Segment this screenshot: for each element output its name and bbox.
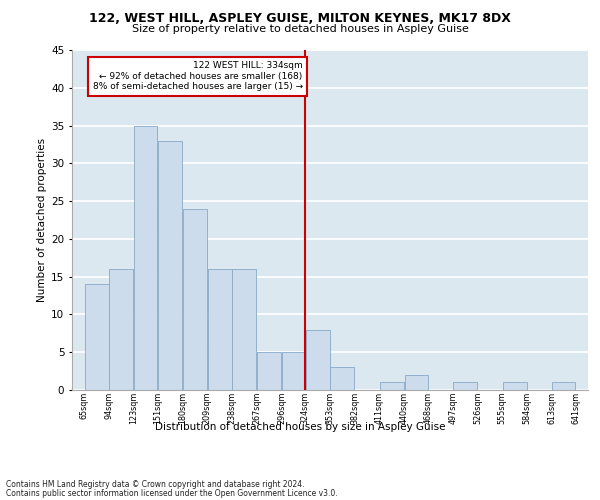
Bar [331, 368, 355, 390]
Text: 122, WEST HILL, ASPLEY GUISE, MILTON KEYNES, MK17 8DX: 122, WEST HILL, ASPLEY GUISE, MILTON KEY… [89, 12, 511, 26]
Bar [134, 126, 157, 390]
Bar [305, 330, 329, 390]
Text: Distribution of detached houses by size in Aspley Guise: Distribution of detached houses by size … [155, 422, 445, 432]
Bar [404, 375, 428, 390]
Text: Contains HM Land Registry data © Crown copyright and database right 2024.: Contains HM Land Registry data © Crown c… [6, 480, 305, 489]
Bar [453, 382, 477, 390]
Bar [183, 208, 207, 390]
Bar [232, 269, 256, 390]
Bar [503, 382, 527, 390]
Bar [257, 352, 281, 390]
Bar [109, 269, 133, 390]
Y-axis label: Number of detached properties: Number of detached properties [37, 138, 47, 302]
Bar [282, 352, 305, 390]
Text: Contains public sector information licensed under the Open Government Licence v3: Contains public sector information licen… [6, 488, 338, 498]
Bar [208, 269, 232, 390]
Bar [380, 382, 404, 390]
Bar [552, 382, 575, 390]
Bar [158, 140, 182, 390]
Text: Size of property relative to detached houses in Aspley Guise: Size of property relative to detached ho… [131, 24, 469, 34]
Text: 122 WEST HILL: 334sqm
← 92% of detached houses are smaller (168)
8% of semi-deta: 122 WEST HILL: 334sqm ← 92% of detached … [92, 62, 303, 91]
Bar [85, 284, 109, 390]
